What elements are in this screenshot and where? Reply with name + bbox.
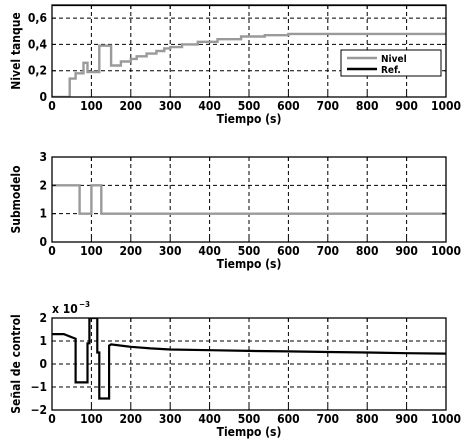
legend-box bbox=[340, 49, 442, 77]
x-tick-label: 700 bbox=[317, 412, 340, 426]
x-tick-label: 300 bbox=[159, 99, 182, 113]
y-tick-label: 0 bbox=[39, 90, 47, 104]
x-tick-label: 800 bbox=[356, 412, 379, 426]
x-tick-label: 700 bbox=[317, 244, 340, 258]
y-tick-label: 0,6 bbox=[28, 11, 47, 25]
y-axis-label: Nivel tanque bbox=[9, 12, 23, 89]
y-tick-label: −2 bbox=[30, 403, 47, 417]
x-tick-label: 1000 bbox=[431, 412, 461, 426]
x-tick-label: 0 bbox=[48, 412, 56, 426]
y-tick-label: 2 bbox=[39, 178, 47, 192]
y-tick-label: 0,4 bbox=[28, 37, 48, 51]
x-tick-label: 100 bbox=[80, 244, 103, 258]
x-tick-label: 500 bbox=[238, 244, 261, 258]
x-tick-label: 1000 bbox=[431, 244, 461, 258]
x-tick-label: 200 bbox=[120, 412, 143, 426]
x-tick-label: 900 bbox=[395, 99, 418, 113]
x-axis-label: Tiempo (s) bbox=[217, 112, 282, 126]
x-axis-label: Tiempo (s) bbox=[217, 425, 282, 439]
x-tick-label: 300 bbox=[159, 412, 182, 426]
x-tick-label: 800 bbox=[356, 244, 379, 258]
x-tick-label: 0 bbox=[48, 99, 56, 113]
x-tick-label: 400 bbox=[198, 99, 221, 113]
x-tick-label: 900 bbox=[395, 244, 418, 258]
legend-label: Nivel bbox=[381, 54, 407, 65]
y-axis-label: Señal de control bbox=[9, 314, 23, 413]
x-tick-label: 800 bbox=[356, 99, 379, 113]
x-tick-label: 100 bbox=[80, 99, 103, 113]
series-line-0 bbox=[52, 318, 446, 400]
x-axis-label: Tiempo (s) bbox=[217, 257, 282, 271]
x-tick-label: 400 bbox=[198, 412, 221, 426]
y-tick-label: 2 bbox=[39, 311, 47, 325]
y-tick-label: 3 bbox=[39, 150, 47, 164]
x-tick-label: 100 bbox=[80, 412, 103, 426]
x-tick-label: 600 bbox=[277, 412, 300, 426]
x-tick-label: 600 bbox=[277, 99, 300, 113]
y-tick-label: −1 bbox=[30, 380, 47, 394]
y-tick-label: 0 bbox=[39, 357, 47, 371]
y-tick-label: 0 bbox=[39, 235, 47, 249]
y-tick-label: 0,2 bbox=[28, 64, 47, 78]
legend-label: Ref. bbox=[381, 65, 401, 76]
x-tick-label: 500 bbox=[238, 99, 261, 113]
x-tick-label: 600 bbox=[277, 244, 300, 258]
x-tick-label: 1000 bbox=[431, 99, 461, 113]
y-axis-label: Submodelo bbox=[9, 165, 23, 233]
x-tick-label: 900 bbox=[395, 412, 418, 426]
y-tick-label: 1 bbox=[39, 207, 47, 221]
y-tick-label: 1 bbox=[39, 334, 47, 348]
axis-multiplier-exponent: −3 bbox=[79, 300, 90, 309]
x-tick-label: 0 bbox=[48, 244, 56, 258]
x-tick-label: 300 bbox=[159, 244, 182, 258]
series-line-nivel bbox=[52, 32, 446, 97]
x-tick-label: 200 bbox=[120, 99, 143, 113]
series-line-0 bbox=[52, 184, 446, 215]
axis-multiplier: x 10 bbox=[52, 302, 78, 316]
x-tick-label: 200 bbox=[120, 244, 143, 258]
x-tick-label: 500 bbox=[238, 412, 261, 426]
x-tick-label: 400 bbox=[198, 244, 221, 258]
x-tick-label: 700 bbox=[317, 99, 340, 113]
